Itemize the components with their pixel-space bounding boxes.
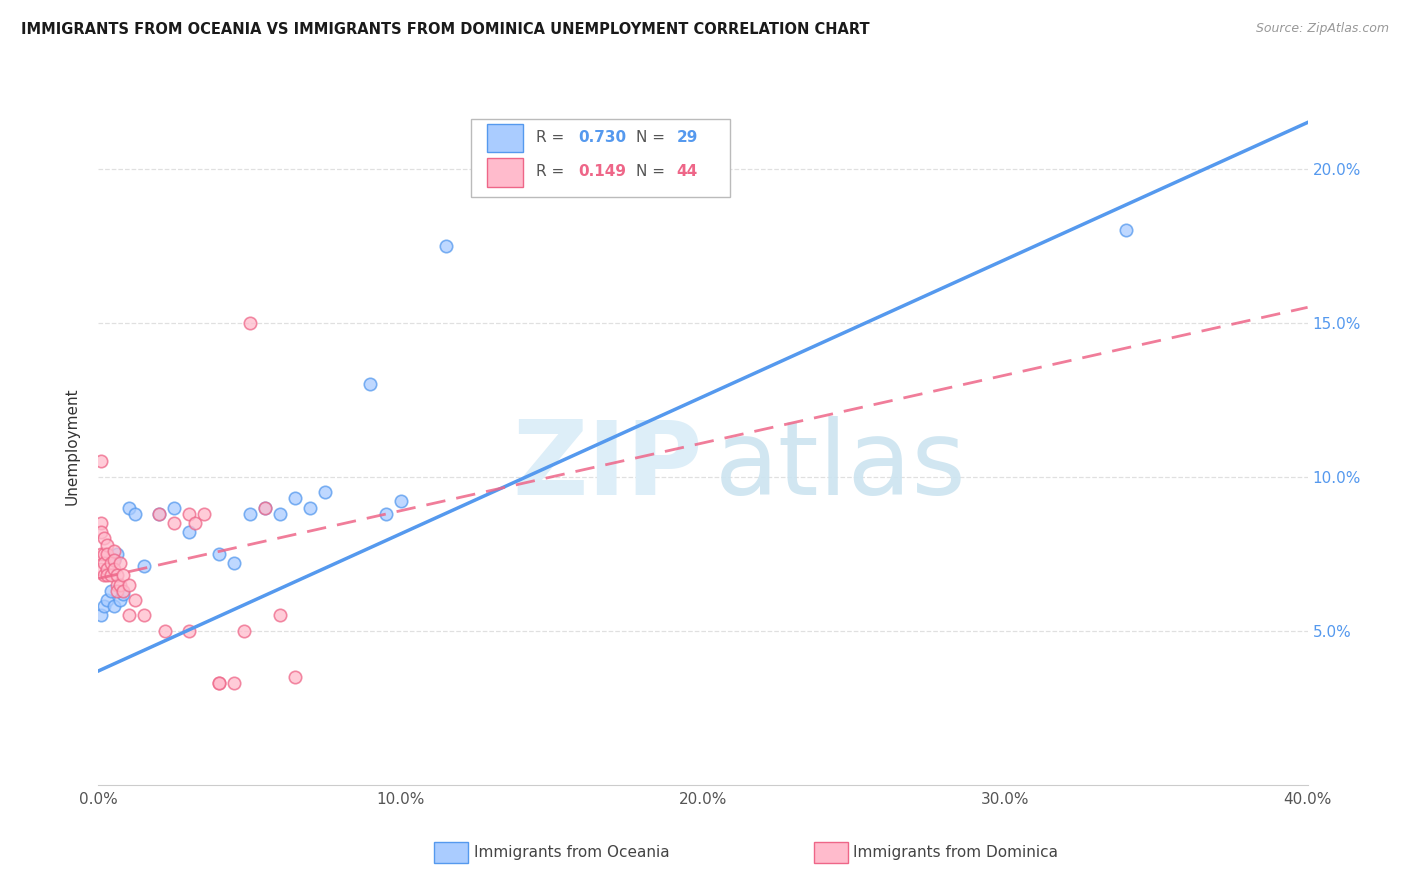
Point (118, 577, 141, 591)
FancyBboxPatch shape (486, 158, 523, 186)
Point (93, 568, 115, 582)
Point (224, 556, 246, 570)
Text: R =: R = (536, 130, 569, 145)
Point (184, 516, 207, 530)
Point (179, 525, 201, 540)
Point (90, 562, 112, 576)
Point (111, 587, 134, 601)
Point (90, 454, 112, 468)
Point (253, 500, 276, 515)
Point (314, 485, 336, 500)
Point (193, 507, 215, 521)
Point (179, 624, 201, 638)
Point (111, 583, 134, 598)
Point (224, 676, 246, 690)
Text: 44: 44 (676, 164, 697, 179)
Point (100, 556, 122, 570)
Y-axis label: Unemployment: Unemployment (65, 387, 80, 505)
Point (103, 562, 125, 576)
Text: 0.730: 0.730 (578, 130, 627, 145)
Point (269, 608, 291, 623)
Point (434, 238, 457, 252)
Point (96, 562, 118, 576)
Point (103, 553, 125, 567)
Point (90, 547, 112, 561)
Point (284, 670, 307, 684)
Point (253, 500, 276, 515)
Point (208, 676, 231, 690)
Point (100, 583, 122, 598)
Point (124, 507, 146, 521)
Point (555, 161, 578, 176)
Point (360, 377, 382, 392)
Point (208, 547, 231, 561)
Point (118, 500, 141, 515)
Point (108, 556, 131, 570)
Point (93, 547, 115, 561)
Point (105, 583, 128, 598)
Point (100, 568, 122, 582)
Point (132, 559, 155, 574)
FancyBboxPatch shape (471, 120, 730, 196)
Point (284, 491, 307, 506)
Point (232, 624, 254, 638)
Text: R =: R = (536, 164, 569, 179)
Text: Source: ZipAtlas.com: Source: ZipAtlas.com (1256, 22, 1389, 36)
Point (103, 553, 125, 567)
Point (105, 577, 128, 591)
Point (163, 516, 186, 530)
Point (103, 599, 125, 614)
Point (179, 507, 201, 521)
Point (96, 593, 118, 607)
FancyBboxPatch shape (486, 124, 523, 153)
Point (105, 568, 128, 582)
Point (90, 525, 112, 540)
Point (148, 507, 170, 521)
Point (374, 507, 396, 521)
Point (96, 568, 118, 582)
Text: 0.149: 0.149 (578, 164, 627, 179)
Point (93, 532, 115, 546)
Point (239, 316, 262, 330)
Text: N =: N = (637, 130, 671, 145)
Text: Immigrants from Oceania: Immigrants from Oceania (474, 846, 669, 860)
Point (111, 568, 134, 582)
Point (269, 507, 291, 521)
Text: IMMIGRANTS FROM OCEANIA VS IMMIGRANTS FROM DOMINICA UNEMPLOYMENT CORRELATION CHA: IMMIGRANTS FROM OCEANIA VS IMMIGRANTS FR… (21, 22, 870, 37)
Point (124, 593, 146, 607)
Point (389, 494, 412, 508)
Point (239, 507, 262, 521)
Point (208, 676, 231, 690)
Point (299, 500, 322, 515)
Text: 29: 29 (676, 130, 697, 145)
Point (90, 516, 112, 530)
Point (105, 547, 128, 561)
Point (103, 543, 125, 558)
Point (108, 577, 131, 591)
Text: Immigrants from Dominica: Immigrants from Dominica (853, 846, 1059, 860)
Point (108, 593, 131, 607)
Text: atlas: atlas (716, 416, 967, 516)
Point (118, 608, 141, 623)
Point (93, 556, 115, 570)
Point (90, 608, 112, 623)
Point (1115, 223, 1137, 237)
Text: N =: N = (637, 164, 671, 179)
Point (132, 608, 155, 623)
Point (163, 500, 186, 515)
Point (93, 599, 115, 614)
Text: ZIP: ZIP (513, 416, 703, 516)
Point (148, 507, 170, 521)
Point (96, 547, 118, 561)
Point (96, 538, 118, 552)
Point (153, 624, 176, 638)
